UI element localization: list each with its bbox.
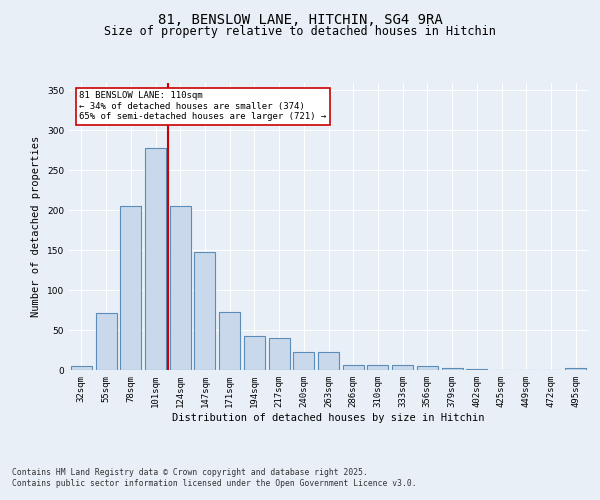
Bar xyxy=(565,368,586,370)
Bar xyxy=(95,312,116,370)
Bar xyxy=(120,206,141,370)
Bar xyxy=(466,369,487,370)
Bar xyxy=(269,338,290,370)
Text: Size of property relative to detached houses in Hitchin: Size of property relative to detached ho… xyxy=(104,25,496,38)
Bar xyxy=(367,365,388,370)
Bar xyxy=(194,252,215,370)
Bar xyxy=(442,368,463,370)
Text: 81 BENSLOW LANE: 110sqm
← 34% of detached houses are smaller (374)
65% of semi-d: 81 BENSLOW LANE: 110sqm ← 34% of detache… xyxy=(79,91,326,121)
Bar xyxy=(244,336,265,370)
Bar xyxy=(145,148,166,370)
Bar xyxy=(343,365,364,370)
Bar xyxy=(417,366,438,370)
Bar xyxy=(318,352,339,370)
Text: 81, BENSLOW LANE, HITCHIN, SG4 9RA: 81, BENSLOW LANE, HITCHIN, SG4 9RA xyxy=(158,12,442,26)
X-axis label: Distribution of detached houses by size in Hitchin: Distribution of detached houses by size … xyxy=(172,412,485,422)
Bar xyxy=(170,206,191,370)
Bar xyxy=(219,312,240,370)
Bar xyxy=(392,365,413,370)
Y-axis label: Number of detached properties: Number of detached properties xyxy=(31,136,41,317)
Bar xyxy=(293,352,314,370)
Bar xyxy=(71,366,92,370)
Text: Contains HM Land Registry data © Crown copyright and database right 2025.
Contai: Contains HM Land Registry data © Crown c… xyxy=(12,468,416,487)
